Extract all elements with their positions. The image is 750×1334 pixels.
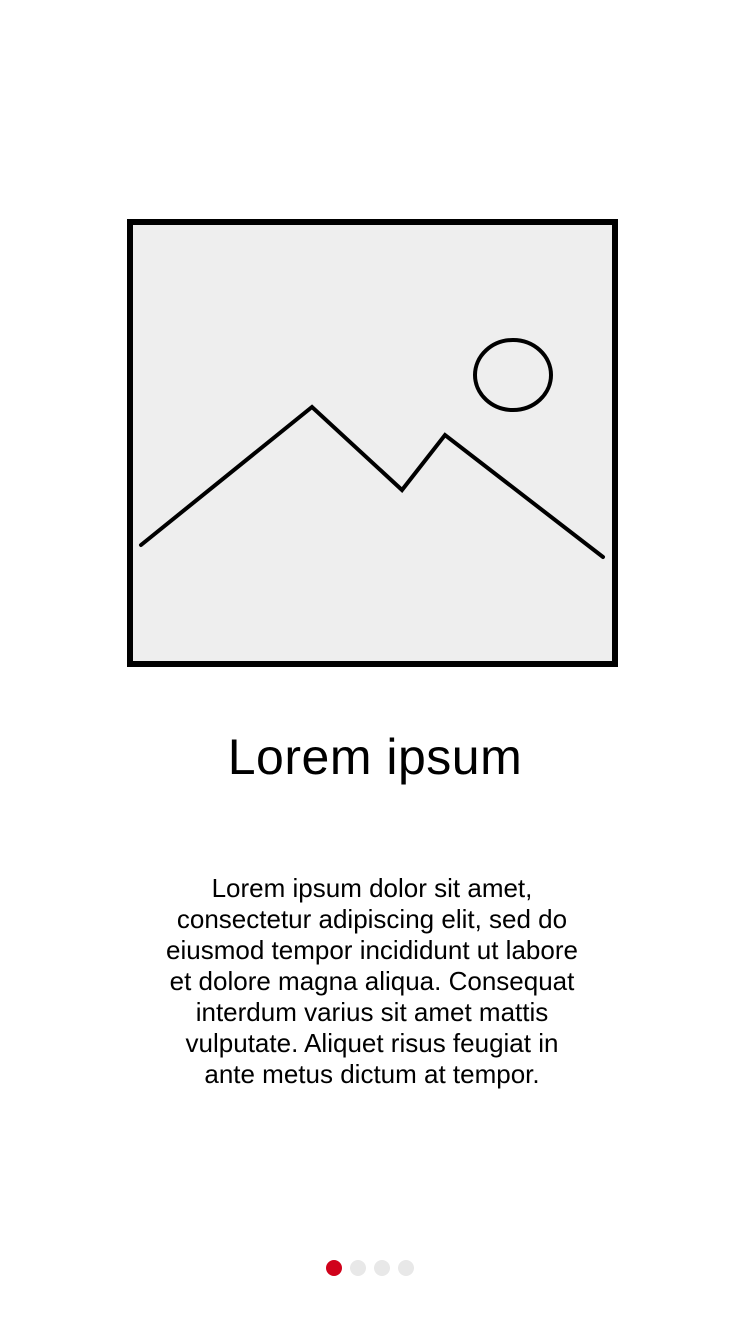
page-dot-3[interactable]: [374, 1260, 390, 1276]
sun-shape: [473, 338, 553, 412]
mountain-shape: [139, 404, 605, 559]
page-title: Lorem ipsum: [227, 729, 523, 785]
page-dot-4[interactable]: [398, 1260, 414, 1276]
hero-image-placeholder: [127, 219, 618, 667]
page-dot-2[interactable]: [350, 1260, 366, 1276]
page-description: Lorem ipsum dolor sit amet, consectetur …: [166, 873, 578, 1089]
page-dot-1[interactable]: [326, 1260, 342, 1276]
page-indicator: [0, 1260, 750, 1276]
image-placeholder-icon: [139, 338, 605, 559]
